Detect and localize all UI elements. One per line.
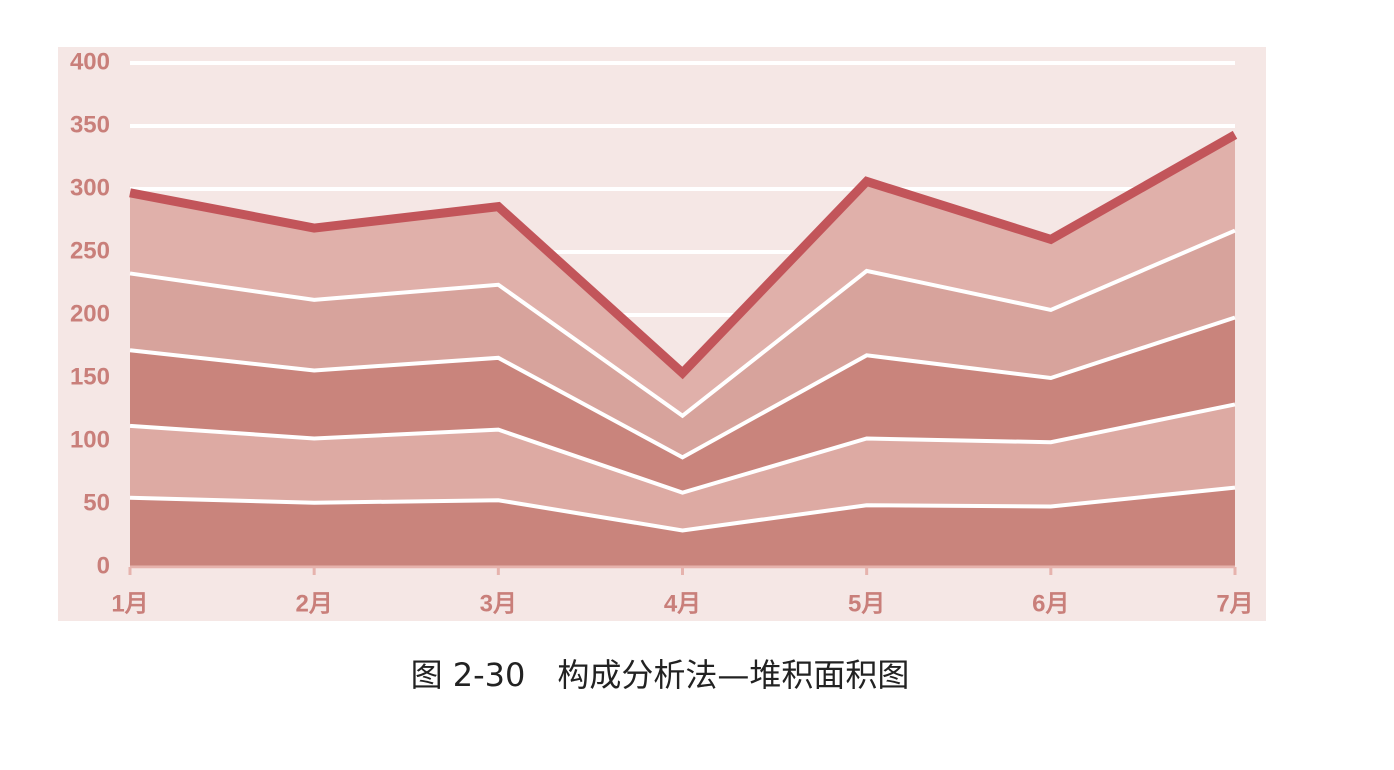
area-edge [129,315,1236,460]
area-edge [129,228,1236,419]
x-tick-label: 7月 [1216,590,1253,617]
x-tick-label: 6月 [1032,590,1069,617]
y-tick-label: 150 [70,363,110,390]
area [130,134,1235,416]
x-tick-label: 1月 [111,590,148,617]
area [130,230,1235,458]
x-tick-label: 4月 [664,590,701,617]
x-tick-label: 2月 [295,590,332,617]
y-tick-label: 300 [70,174,110,201]
x-tick-label: 5月 [848,590,885,617]
y-tick-label: 400 [70,48,110,75]
y-tick-label: 50 [83,489,110,516]
y-tick-label: 250 [70,237,110,264]
top-line [129,130,1238,380]
area-edge [129,485,1236,533]
chart-title: 图 2-30 构成分析法—堆积面积图 [411,656,910,694]
area-edge [129,402,1236,495]
y-tick-label: 100 [70,426,110,453]
y-tick-label: 200 [70,300,110,327]
y-tick-label: 0 [97,552,110,579]
y-tick-label: 350 [70,111,110,138]
x-tick-label: 3月 [480,590,517,617]
